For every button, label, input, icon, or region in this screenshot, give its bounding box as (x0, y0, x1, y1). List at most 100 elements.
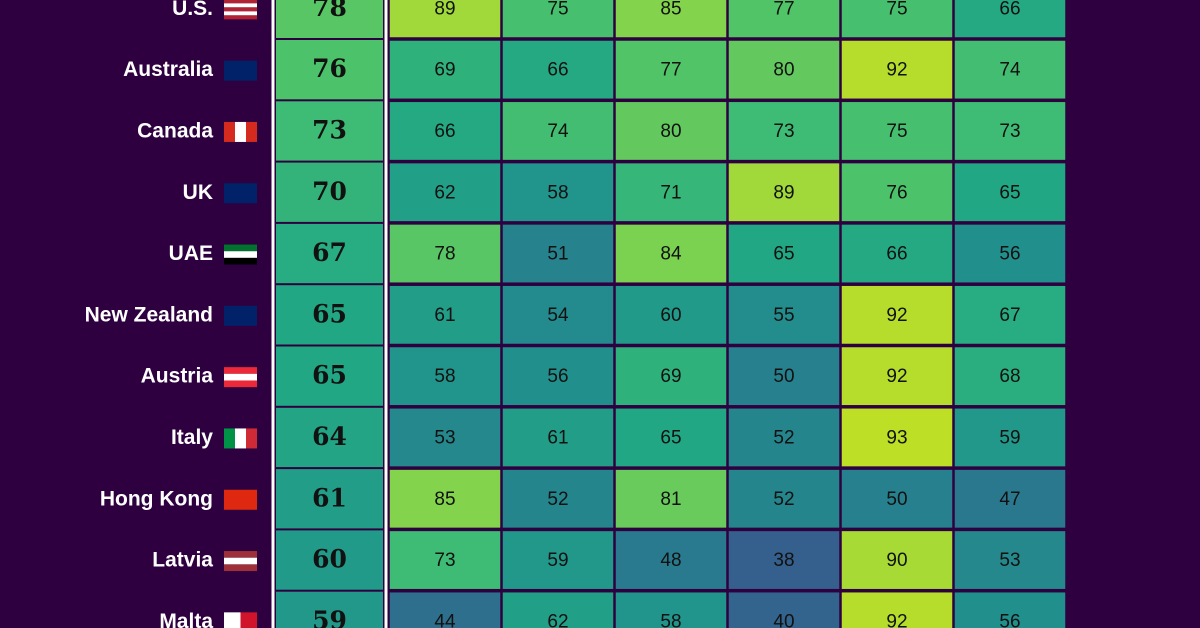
score-cell (614, 223, 728, 284)
flag-part (224, 428, 235, 449)
score-value: 73 (999, 121, 1020, 142)
overall-score: 73 (312, 115, 347, 144)
score-value: 65 (773, 244, 794, 265)
score-cell (727, 161, 841, 223)
score-value: 78 (434, 244, 455, 265)
score-cell (727, 0, 841, 39)
score-value: 69 (660, 366, 681, 387)
score-value: 62 (547, 611, 568, 628)
score-cell (727, 223, 841, 284)
overall-score: 61 (312, 483, 347, 512)
score-value: 85 (434, 489, 455, 510)
score-value: 66 (547, 60, 568, 81)
score-value: 75 (886, 121, 907, 142)
score-value: 40 (773, 611, 794, 628)
flag-part (240, 612, 257, 628)
country-name: Hong Kong (100, 487, 213, 510)
score-cell (614, 468, 728, 530)
score-cell (388, 100, 502, 162)
score-cell (953, 100, 1067, 162)
score-cell (840, 161, 954, 223)
score-value: 68 (999, 366, 1020, 387)
score-value: 50 (773, 366, 794, 387)
overall-score: 64 (312, 422, 347, 451)
overall-cell (276, 591, 383, 628)
score-cell (501, 407, 615, 468)
score-cell (501, 100, 615, 162)
overall-cell (276, 223, 383, 284)
score-cell (953, 0, 1067, 39)
score-value: 90 (886, 550, 907, 571)
flag-part (246, 428, 257, 449)
flag-part (224, 11, 257, 16)
score-cell (614, 345, 728, 407)
score-value: 44 (434, 611, 456, 628)
flag-part (224, 612, 241, 628)
score-cell (614, 100, 728, 162)
score-cell (953, 407, 1067, 468)
score-value: 80 (660, 121, 681, 142)
score-cell (501, 39, 615, 101)
score-value: 77 (660, 60, 681, 81)
score-cell (840, 284, 954, 346)
flag-part (224, 251, 257, 258)
score-value: 75 (547, 0, 568, 19)
score-value: 56 (999, 611, 1020, 628)
score-value: 92 (886, 611, 907, 628)
country-name: New Zealand (85, 303, 213, 326)
score-cell (388, 468, 502, 530)
score-value: 81 (660, 489, 681, 510)
score-value: 62 (434, 182, 455, 203)
country-name: Australia (123, 58, 213, 81)
flag-part (235, 428, 246, 449)
score-value: 69 (434, 60, 455, 81)
score-cell (953, 161, 1067, 223)
score-cell (727, 468, 841, 530)
country-name: Austria (141, 365, 214, 388)
overall-score: 65 (312, 361, 347, 390)
flag-part (224, 0, 257, 4)
score-value: 76 (886, 182, 907, 203)
overall-cell (276, 0, 383, 38)
score-value: 55 (773, 305, 794, 326)
score-cell (727, 284, 841, 346)
overall-cell (276, 162, 383, 222)
score-cell (953, 223, 1067, 284)
score-cell (840, 468, 954, 530)
score-cell (840, 590, 954, 628)
score-cell (953, 345, 1067, 407)
score-value: 89 (434, 0, 455, 19)
score-cell (953, 468, 1067, 530)
score-value: 58 (434, 366, 455, 387)
flag-part (224, 373, 257, 381)
flag-part (224, 551, 257, 558)
score-value: 60 (660, 305, 681, 326)
score-cell (501, 590, 615, 628)
score-value: 84 (660, 244, 682, 265)
score-value: 48 (660, 550, 681, 571)
overall-cell (276, 530, 383, 590)
score-value: 75 (886, 0, 907, 19)
score-value: 67 (999, 305, 1020, 326)
overall-cell (276, 407, 383, 468)
country-name: UAE (169, 242, 213, 265)
score-value: 92 (886, 366, 907, 387)
score-value: 56 (547, 366, 568, 387)
overall-score: 65 (312, 299, 347, 328)
flag-part (224, 380, 257, 388)
score-value: 66 (886, 244, 907, 265)
score-value: 74 (547, 121, 569, 142)
score-value: 73 (773, 121, 794, 142)
overall-score: 70 (312, 177, 347, 206)
score-value: 52 (547, 489, 568, 510)
flag-part (235, 121, 246, 142)
score-cell (614, 590, 728, 628)
score-cell (388, 39, 502, 101)
score-value: 92 (886, 305, 907, 326)
flag-part (224, 489, 257, 510)
flag-part (224, 244, 257, 252)
country-name: Italy (171, 426, 213, 449)
flag-part (224, 183, 257, 204)
country-name: Malta (159, 610, 213, 628)
score-value: 51 (547, 244, 568, 265)
